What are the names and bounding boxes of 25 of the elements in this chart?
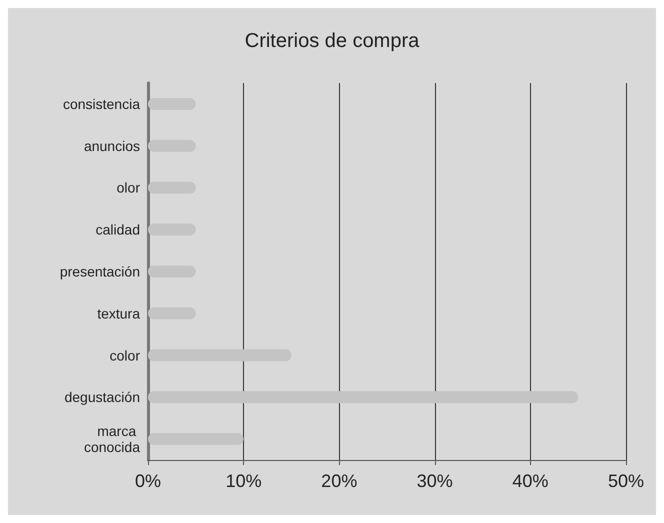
bar: [148, 98, 196, 110]
x-tick-label: 30%: [416, 471, 453, 491]
chart-title: Criterios de compra: [244, 30, 420, 52]
y-tick-label: marca conocida: [84, 423, 140, 456]
bar: [148, 349, 292, 362]
x-tick-label: 40%: [512, 471, 548, 491]
y-tick-label: anuncios: [84, 138, 140, 154]
x-tick-label: 10%: [226, 471, 262, 491]
y-tick-label: degustación: [64, 389, 140, 406]
x-tick-label: 50%: [608, 471, 644, 491]
y-tick-label: calidad: [96, 222, 140, 238]
bar: [148, 391, 578, 404]
bar: [148, 140, 196, 152]
y-tick-label: consistencia: [62, 96, 140, 112]
bar: [148, 266, 196, 278]
x-tick-label: 0%: [134, 471, 162, 491]
x-tick-label: 20%: [321, 471, 358, 491]
y-tick-label: presentación: [60, 264, 140, 280]
bar: [148, 307, 196, 320]
y-tick-label: olor: [116, 180, 140, 196]
bar: [148, 433, 244, 446]
bar: [148, 224, 196, 236]
y-tick-label: textura: [97, 305, 140, 322]
bar: [148, 182, 196, 194]
y-tick-label: color: [110, 347, 140, 364]
